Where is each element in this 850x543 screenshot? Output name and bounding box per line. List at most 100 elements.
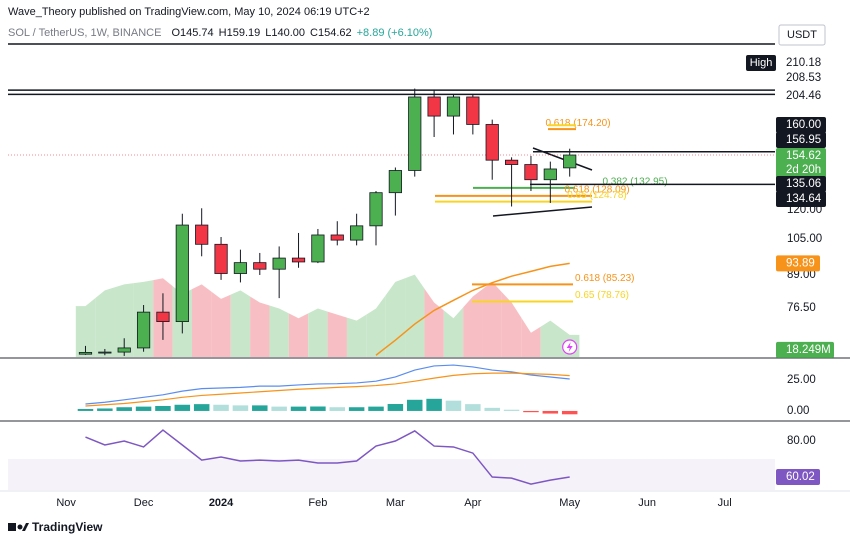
ohlc-value: L140.00 [265,27,305,39]
price-tag [776,148,826,178]
candle-body [175,224,189,323]
candle-body [136,311,151,349]
macd-histogram-bar [116,407,132,411]
volume-area [521,317,541,357]
candle-body [369,192,383,227]
ohlc-value: O145.74 [171,27,213,39]
currency-box[interactable] [778,24,826,46]
volume-area [95,287,115,357]
candle-body [427,96,441,117]
candle-body [388,170,402,194]
volume-area [424,288,444,357]
y-tick-label: 89.00 [787,269,816,281]
volume-label: 18.249M [786,344,831,356]
y-tick-label: 105.00 [787,233,822,245]
currency: USDT [787,29,817,41]
fib-label: 0.618 (174.20) [545,118,610,129]
volume-area [269,305,289,357]
candle-body [350,225,364,241]
volume-area [540,320,561,357]
ohlc-value: H159.19 [219,27,261,39]
macd-histogram-bar [97,408,113,411]
candle-body [156,311,170,323]
volume-area [308,308,328,357]
candle-body [408,96,422,171]
volume-area [346,314,367,357]
countdown: 2d 20h [786,164,821,176]
volume-area [501,292,522,357]
price-tag [776,176,826,192]
candle-body [117,347,131,353]
candle-body [524,164,538,181]
price-label: 210.18 [786,57,821,69]
macd-histogram-bar [232,405,249,411]
x-tick-label: Mar [386,497,405,509]
volume-area [192,284,212,357]
alert-bolt [566,342,573,352]
price-tag [776,191,826,207]
x-tick-label: Feb [308,497,327,509]
candle-body [311,234,325,263]
high-tag-label: High [750,57,773,69]
volume-area [75,298,96,357]
macd-histogram-bar [465,404,481,411]
price-tag [776,117,826,133]
candle-body [466,96,480,125]
macd-histogram-bar [561,410,578,415]
macd-line [85,364,570,405]
macd-histogram-bar [523,410,539,413]
macd-histogram-bar [426,398,442,411]
volume-area [250,296,270,357]
macd-histogram-bar [387,404,404,411]
moving-average [375,262,570,356]
volume-area [366,295,386,357]
candle-body [272,257,286,270]
price-label: 208.53 [786,72,821,84]
price-label: 154.62 [786,150,821,162]
macd-histogram-bar [348,407,365,411]
macd-histogram-bar [290,406,307,411]
macd-histogram-bar [155,405,171,411]
ohlc-value: C154.62 [310,27,352,39]
candle-body [98,351,112,354]
candle-body [195,224,209,245]
volume-tag [776,341,834,358]
macd-histogram-bar [252,405,268,411]
ma-tag [776,255,820,272]
y-tick-label: 120.00 [787,204,822,216]
price-label: 134.64 [786,193,822,205]
x-tick-label: 2024 [209,497,234,509]
candle-body [543,168,557,181]
volume-area [405,274,425,357]
volume-area [443,307,464,357]
x-tick-label: Apr [464,497,481,509]
footer: TradingView [32,520,103,534]
macd-histogram-bar [503,409,520,411]
macd-histogram-bar [484,407,500,411]
price-tag [776,132,826,148]
macd-histogram-bar [77,408,94,411]
rsi-label: 60.02 [786,471,815,483]
y-tick-label: 25.00 [787,374,816,386]
symbol: SOL / TetherUS, 1W, BINANCE [8,27,161,39]
volume-area [385,278,406,357]
y-tick-label: 0.00 [787,405,809,417]
macd-histogram-bar [213,404,229,411]
macd-histogram-bar [271,406,287,411]
macd-histogram-bar [406,399,423,411]
macd-histogram-bar [193,404,210,411]
price-label: 135.06 [786,178,821,190]
candle-body [291,257,306,263]
macd-histogram-bar [310,406,326,411]
volume-area [482,281,502,357]
macd-line [85,372,570,407]
fib-label: 0.382 (132.95) [602,176,667,187]
candle-body [78,352,93,355]
candle-body [446,96,461,117]
high-tag [746,55,776,71]
fib-label: 0.618 (128.09) [564,185,629,196]
ohlc-value: +8.89 (+6.10%) [357,27,433,39]
candle-body [485,124,499,161]
candle-body [214,243,228,274]
